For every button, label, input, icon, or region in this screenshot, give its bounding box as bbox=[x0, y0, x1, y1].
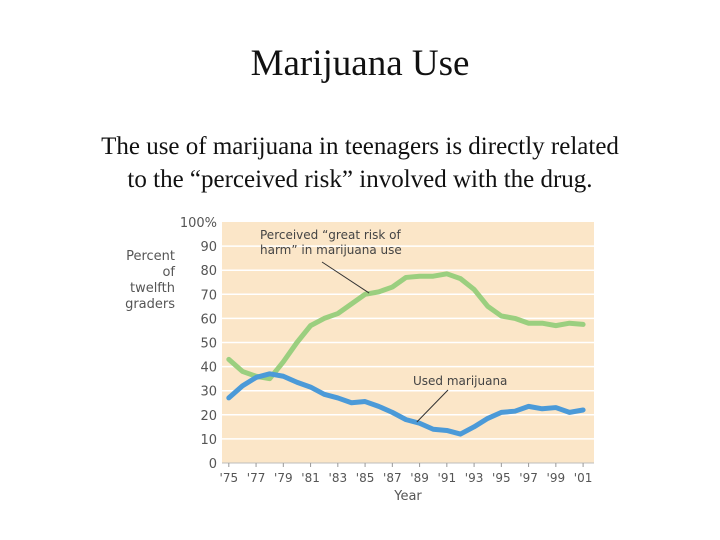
x-tick-label: '75 bbox=[220, 471, 239, 485]
y-axis-ticks: 0 10 20 30 40 50 60 70 80 90 100% bbox=[180, 216, 217, 472]
y-tick-label: 60 bbox=[200, 312, 217, 327]
marijuana-use-line bbox=[226, 371, 586, 437]
y-tick-label: 30 bbox=[200, 385, 217, 400]
y-axis-label-line: of bbox=[162, 265, 175, 280]
risk-line-annotation: Perceived “great risk of bbox=[260, 228, 401, 242]
slide-title: Marijuana Use bbox=[250, 43, 470, 84]
x-tick-label: '99 bbox=[547, 471, 566, 485]
chart-series bbox=[226, 271, 586, 437]
y-tick-label: 90 bbox=[200, 240, 217, 255]
y-tick-label: 50 bbox=[200, 337, 217, 352]
slide-body-line-1: The use of marijuana in teenagers is dir… bbox=[101, 133, 619, 160]
y-tick-label: 0 bbox=[209, 457, 217, 472]
x-tick-label: '79 bbox=[274, 471, 293, 485]
x-tick-label: '93 bbox=[465, 471, 484, 485]
x-tick-label: '97 bbox=[519, 471, 538, 485]
x-tick-label: '91 bbox=[438, 471, 457, 485]
x-tick-label: '01 bbox=[574, 471, 593, 485]
y-axis-label-line: graders bbox=[125, 297, 175, 312]
y-tick-label: 80 bbox=[200, 264, 217, 279]
x-tick-label: '85 bbox=[356, 471, 375, 485]
x-tick-label: '77 bbox=[247, 471, 266, 485]
chart-grid bbox=[222, 245, 594, 464]
x-tick-label: '83 bbox=[329, 471, 348, 485]
y-tick-label: 20 bbox=[200, 409, 217, 424]
x-tick-label: '81 bbox=[301, 471, 320, 485]
risk-perception-line bbox=[226, 271, 586, 382]
y-axis-label-line: twelfth bbox=[130, 281, 175, 296]
x-axis-ticks: '75 '77 '79 '81 '83 '85 '87 '89 '91 '93 '95 '97 '99 '… bbox=[220, 463, 593, 485]
x-tick-label: '87 bbox=[383, 471, 402, 485]
use-line-annotation: Used marijuana bbox=[413, 374, 507, 388]
x-axis-label: Year bbox=[393, 489, 422, 504]
use-annotation-pointer bbox=[416, 389, 449, 423]
y-axis-label-line: Percent bbox=[126, 249, 175, 264]
risk-annotation-pointer bbox=[321, 261, 370, 294]
slide-body-line-2: to the “perceived risk” involved with th… bbox=[127, 166, 593, 193]
y-tick-label: 70 bbox=[200, 288, 217, 303]
y-tick-label: 100% bbox=[180, 216, 217, 231]
x-tick-label: '95 bbox=[492, 471, 511, 485]
x-tick-label: '89 bbox=[410, 471, 429, 485]
y-tick-label: 10 bbox=[200, 433, 217, 448]
risk-line-annotation: harm” in marijuana use bbox=[260, 243, 402, 257]
slide-body-text: The use of marijuana in teenagers is dir… bbox=[20, 130, 700, 196]
y-tick-label: 40 bbox=[200, 361, 217, 376]
